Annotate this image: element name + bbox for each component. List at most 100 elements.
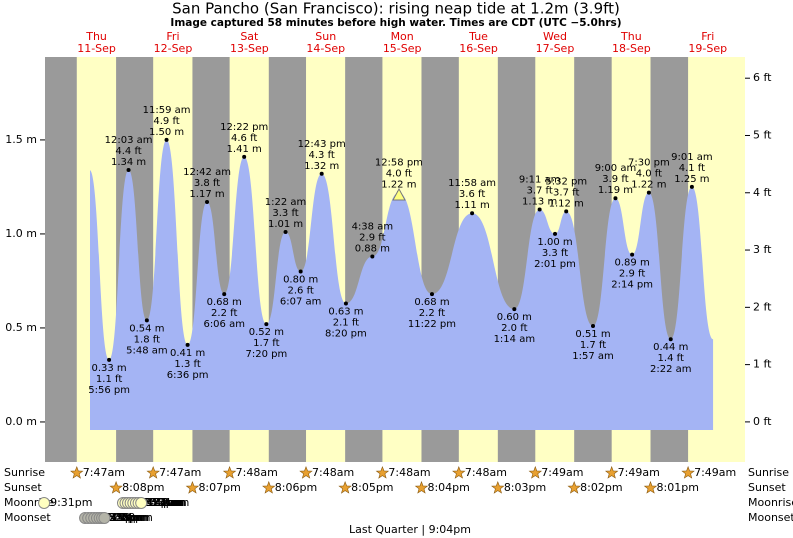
day-date: 16-Sep [459, 42, 498, 55]
moonset-icon [98, 512, 111, 524]
moonset-time: 2:58pm [106, 511, 148, 524]
tide-point [283, 230, 288, 235]
day-name: Thu [85, 30, 107, 43]
sunrise-time: 7:48am [312, 466, 354, 479]
tide-label: 12:43 pm [298, 139, 346, 150]
tide-label: 1.22 m [381, 180, 416, 191]
moonrise-time: 9:31pm [50, 496, 92, 509]
tide-area [90, 139, 714, 430]
tide-label: 1.19 m [598, 185, 633, 196]
chart-subtitle: Image captured 58 minutes before high wa… [170, 17, 621, 29]
moonset-row-label: Moonset [4, 511, 51, 524]
day-name: Sun [315, 30, 336, 43]
tide-point [126, 168, 131, 173]
sunrise-icon [146, 465, 160, 479]
tide-label: 4.1 ft [679, 163, 705, 174]
tide-label: 1:22 am [265, 197, 307, 208]
tide-label: 0.88 m [355, 243, 390, 254]
tide-label: 0.89 m [615, 258, 650, 269]
tide-point [613, 196, 618, 201]
tide-label: 9:11 am [519, 174, 561, 185]
sunset-icon [262, 480, 276, 494]
tide-label: 3.9 ft [602, 174, 628, 185]
tide-label: 2.2 ft [419, 308, 445, 319]
tide-label: 2.2 ft [211, 308, 237, 319]
y-tick-label: 0.5 m [5, 321, 37, 334]
tide-label: 4:38 am [352, 221, 394, 232]
tide-label: 1.13 m [522, 196, 557, 207]
sunset-row-label: Sunset [4, 481, 42, 494]
tide-label: 12:22 pm [220, 122, 268, 133]
tide-label: 1.12 m [549, 198, 584, 209]
tide-label: 2.9 ft [359, 232, 385, 243]
sunrise-icon [681, 465, 695, 479]
sunset-row-label: Sunset [748, 481, 786, 494]
tide-label: 1.01 m [268, 219, 303, 230]
tide-point [564, 209, 569, 214]
moonset-time: 2:08pm [103, 511, 145, 524]
day-name: Fri [166, 30, 179, 43]
tide-label: 12:58 pm [375, 158, 423, 169]
tide-label: 3.6 ft [459, 189, 485, 200]
tide-label: 6:36 pm [167, 370, 209, 381]
day-date: 18-Sep [612, 42, 651, 55]
sunset-icon [643, 480, 658, 494]
tide-label: 0.33 m [91, 363, 126, 374]
tide-point [185, 342, 190, 347]
tide-label: 1.7 ft [580, 340, 606, 351]
sunset-icon [491, 480, 505, 494]
y-tick-label: 1.5 m [5, 133, 37, 146]
tide-point [370, 254, 375, 259]
tide-point [319, 171, 324, 176]
moonrise-time: 3:12am [145, 496, 187, 509]
sunrise-time: 7:48am [236, 466, 278, 479]
sunrise-time: 7:48am [388, 466, 430, 479]
day-date: 12-Sep [154, 42, 193, 55]
tide-label: 11:59 am [143, 105, 191, 116]
sunset-icon [414, 480, 429, 494]
tide-label: 1.25 m [674, 174, 709, 185]
tide-label: 4.0 ft [636, 169, 662, 180]
y2-tick-label: 3 ft [753, 243, 772, 256]
moonset-row-label: Moonset [748, 511, 793, 524]
tide-label: 1.3 ft [174, 359, 200, 370]
y2-tick-label: 4 ft [753, 186, 772, 199]
sunset-icon [338, 480, 352, 494]
tide-label: 7:30 pm [628, 158, 670, 169]
tide-label: 2.1 ft [333, 317, 359, 328]
tide-label: 3.8 ft [194, 178, 220, 189]
moonset-time: 1:15pm [100, 511, 142, 524]
moonrise-time: 4:01am [147, 496, 189, 509]
sunrise-time: 7:47am [83, 466, 125, 479]
tide-label: 3.7 ft [553, 187, 579, 198]
day-date: 14-Sep [306, 42, 345, 55]
tide-point [222, 292, 227, 297]
sunrise-time: 7:47am [159, 466, 201, 479]
tide-label: 1.1 ft [96, 374, 122, 385]
day-name: Wed [543, 30, 567, 43]
sunset-time: 8:06pm [275, 481, 317, 494]
tide-label: 1.8 ft [134, 334, 160, 345]
y2-tick-label: 6 ft [753, 71, 772, 84]
tide-label: 11:58 am [448, 178, 496, 189]
moonrise-icon [38, 497, 51, 509]
moon-phase: Last Quarter | 9:04pm [349, 523, 471, 536]
tide-label: 1.22 m [631, 180, 666, 191]
tide-point [689, 184, 694, 189]
tide-label: 0.68 m [207, 297, 242, 308]
tide-label: 9:01 am [671, 152, 713, 163]
y-tick-label: 1.0 m [5, 227, 37, 240]
tide-point [164, 137, 169, 142]
tide-label: 5:32 pm [545, 176, 587, 187]
moonset-time: 3:44pm [108, 511, 150, 524]
tide-point [429, 292, 434, 297]
tide-point [107, 357, 112, 362]
moonrise-time: 12:42am [137, 496, 186, 509]
tide-label: 0.80 m [283, 275, 318, 286]
sunrise-icon [528, 465, 543, 479]
tide-label: 9:00 am [595, 163, 637, 174]
day-name: Tue [468, 30, 488, 43]
tide-point [144, 318, 149, 323]
day-date: 19-Sep [688, 42, 727, 55]
